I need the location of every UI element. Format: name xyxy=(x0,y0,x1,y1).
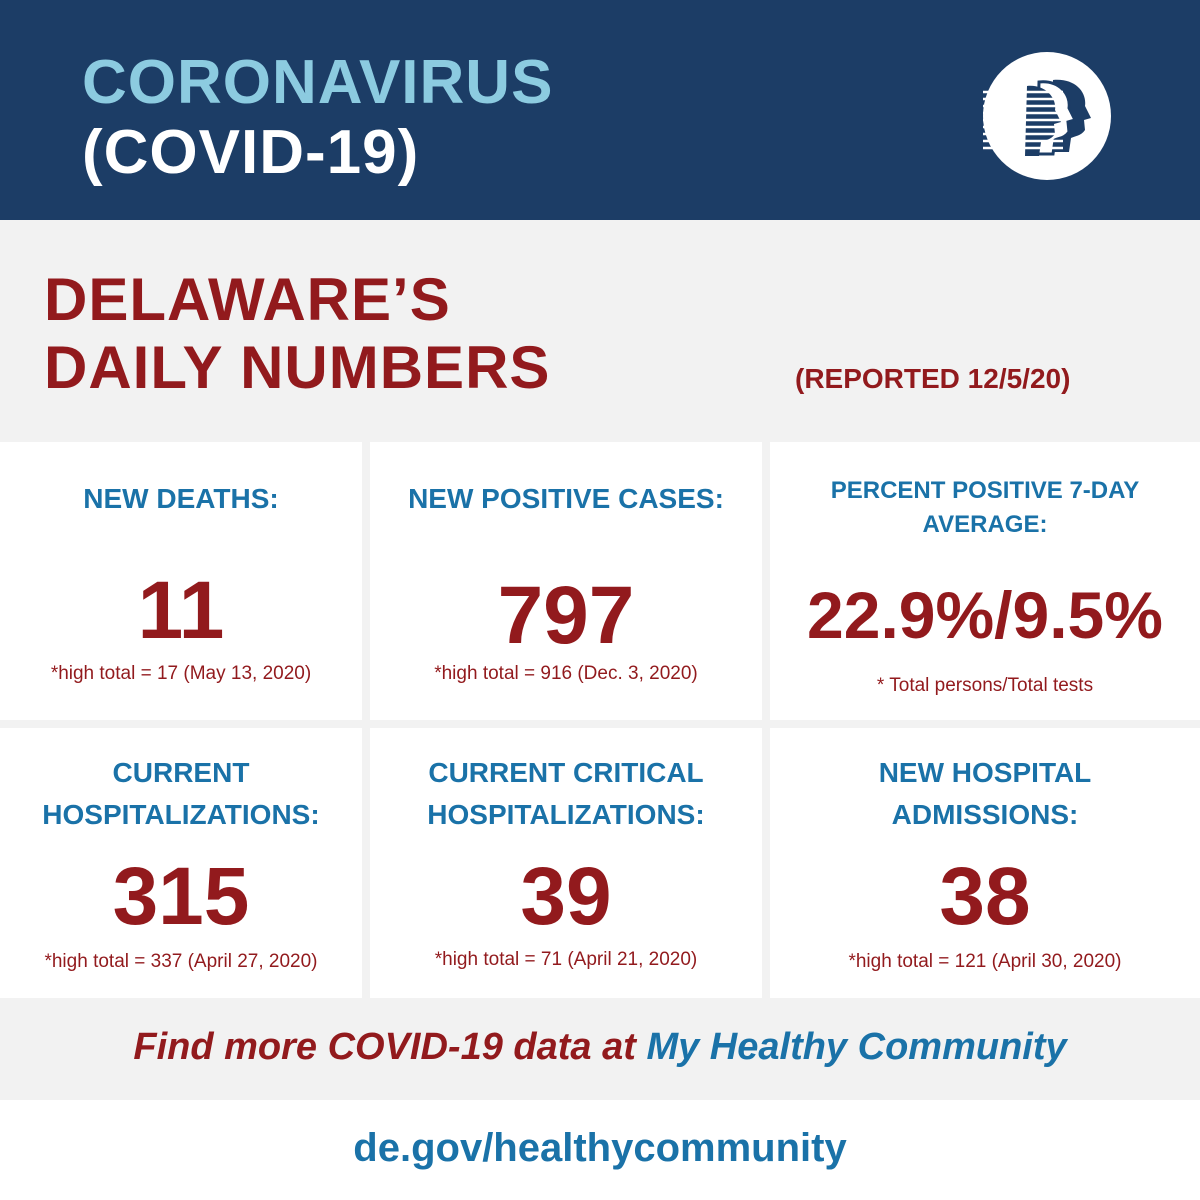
card-note: * Total persons/Total tests xyxy=(876,675,1094,696)
card-current-critical-hospitalizations: CURRENT CRITICAL HOSPITALIZATIONS: 39 *h… xyxy=(370,728,762,998)
header-banner: CORONAVIRUS (COVID-19) xyxy=(0,0,1200,220)
card-label-line2: HOSPITALIZATIONS: xyxy=(427,799,705,830)
card-label-line1: PERCENT POSITIVE 7-DAY xyxy=(830,477,1140,504)
footer-text: Find more COVID-19 data at My Healthy Co… xyxy=(0,1028,1200,1066)
card-label-line1: CURRENT CRITICAL xyxy=(428,757,704,788)
card-note: *high total = 71 (April 21, 2020) xyxy=(434,949,698,970)
card-note: *high total = 916 (Dec. 3, 2020) xyxy=(434,663,698,684)
reported-date: (REPORTED 12/5/20) xyxy=(795,363,1071,394)
card-value: 11 xyxy=(137,565,225,656)
card-percent-positive: PERCENT POSITIVE 7-DAY AVERAGE: 22.9%/9.… xyxy=(770,442,1200,720)
my-healthy-community-link[interactable]: My Healthy Community xyxy=(646,1026,1067,1068)
card-note: *high total = 17 (May 13, 2020) xyxy=(50,663,312,684)
header-title-line1: CORONAVIRUS xyxy=(82,48,554,117)
card-new-hospital-admissions: NEW HOSPITAL ADMISSIONS: 38 *high total … xyxy=(770,728,1200,998)
card-label-line1: NEW HOSPITAL xyxy=(878,757,1092,788)
card-value: 797 xyxy=(497,570,635,661)
card-note: *high total = 121 (April 30, 2020) xyxy=(848,951,1122,972)
card-value: 315 xyxy=(112,851,250,942)
card-label-line2: HOSPITALIZATIONS: xyxy=(42,799,320,830)
card-label-line2: AVERAGE: xyxy=(922,511,1048,538)
healthy-community-url-link[interactable]: de.gov/healthycommunity xyxy=(353,1126,847,1170)
footer-cta: Find more COVID-19 data at My Healthy Co… xyxy=(0,998,1200,1100)
card-current-hospitalizations: CURRENT HOSPITALIZATIONS: 315 *high tota… xyxy=(0,728,362,998)
title-section: DELAWARE’S DAILY NUMBERS (REPORTED 12/5/… xyxy=(0,220,1200,442)
card-label: NEW DEATHS: xyxy=(83,483,279,514)
page-title-line2: DAILY NUMBERS xyxy=(44,334,551,401)
card-label: NEW POSITIVE CASES: xyxy=(408,483,724,514)
url-section: de.gov/healthycommunity xyxy=(0,1100,1200,1200)
card-value: 38 xyxy=(939,851,1031,942)
card-note: *high total = 337 (April 27, 2020) xyxy=(44,951,318,972)
card-value: 22.9%/9.5% xyxy=(807,578,1163,652)
card-new-deaths: NEW DEATHS: 11 *high total = 17 (May 13,… xyxy=(0,442,362,720)
card-label-line2: ADMISSIONS: xyxy=(891,799,1079,830)
page-title-line1: DELAWARE’S xyxy=(44,266,451,333)
public-health-heads-logo-icon xyxy=(983,52,1111,180)
header-title-line2: (COVID-19) xyxy=(82,118,420,187)
card-new-positive-cases: NEW POSITIVE CASES: 797 *high total = 91… xyxy=(370,442,762,720)
card-label-line1: CURRENT xyxy=(112,757,250,788)
card-value: 39 xyxy=(520,851,612,942)
footer-prefix: Find more COVID-19 data at xyxy=(133,1026,647,1068)
